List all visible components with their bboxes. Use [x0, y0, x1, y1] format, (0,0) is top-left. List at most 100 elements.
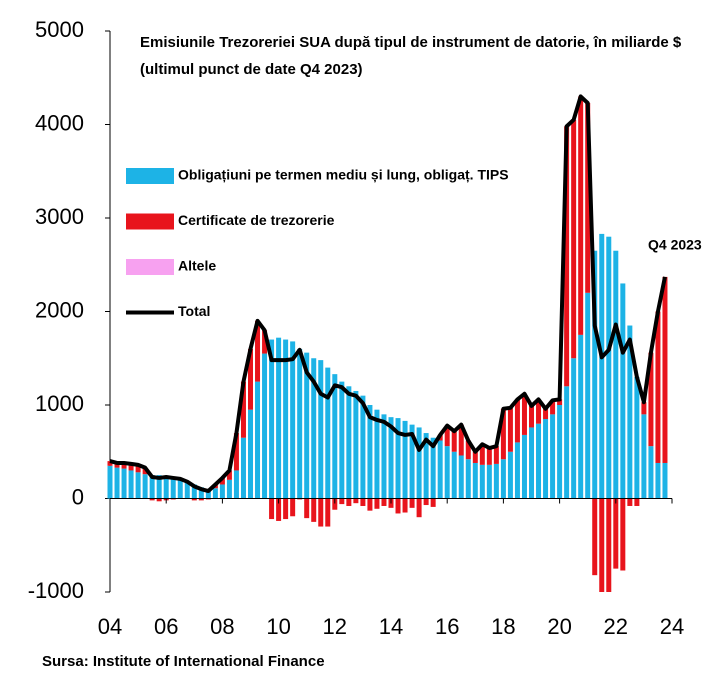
bar	[514, 399, 520, 443]
bar	[367, 405, 373, 499]
bar	[135, 464, 141, 473]
bar	[641, 414, 647, 499]
bar	[458, 424, 464, 456]
annotation: Q4 2023	[648, 237, 702, 253]
bar	[423, 433, 429, 499]
bar	[655, 462, 661, 499]
bar	[578, 96, 584, 335]
bar	[592, 498, 598, 576]
bar	[128, 463, 134, 471]
bar	[634, 498, 640, 506]
bar	[507, 451, 513, 499]
bar	[578, 334, 584, 499]
bar	[500, 408, 506, 460]
bar	[367, 498, 373, 511]
bar	[416, 498, 422, 518]
bar	[564, 126, 570, 387]
y-tick-label: 5000	[35, 17, 84, 42]
bar	[374, 498, 380, 509]
bar	[641, 402, 647, 415]
bar	[451, 451, 457, 499]
bar	[240, 381, 246, 438]
bar	[269, 498, 275, 520]
legend-label: Altele	[178, 258, 216, 274]
bar	[550, 414, 556, 499]
bar	[437, 440, 443, 499]
bar	[269, 339, 275, 499]
bar	[627, 498, 633, 506]
x-tick-label: 18	[491, 614, 515, 639]
x-tick-label: 06	[154, 614, 178, 639]
bar	[233, 433, 239, 471]
bar	[606, 498, 612, 592]
bar	[493, 463, 499, 499]
bar	[283, 498, 289, 520]
bar	[311, 358, 317, 499]
bar	[198, 498, 204, 501]
bar	[655, 311, 661, 463]
bar	[409, 424, 415, 499]
bar	[142, 474, 148, 499]
y-tick-label: 1000	[35, 391, 84, 416]
bar	[599, 233, 605, 499]
bar	[599, 498, 605, 592]
bar	[198, 487, 204, 499]
bar	[191, 484, 197, 499]
chart-title: Emisiunile Trezoreriei SUA după tipul de…	[140, 34, 682, 78]
bar	[219, 477, 225, 485]
bar	[177, 478, 183, 499]
legend-label: Total	[178, 303, 210, 319]
bar	[262, 330, 268, 354]
bar	[219, 484, 225, 499]
bar	[571, 358, 577, 499]
bar	[458, 455, 464, 499]
bar	[409, 498, 415, 508]
x-tick-label: 14	[379, 614, 403, 639]
bar	[395, 498, 401, 514]
bar	[500, 459, 506, 499]
x-tick-label: 24	[660, 614, 684, 639]
x-tick-label: 12	[323, 614, 347, 639]
bar	[402, 498, 408, 513]
bar	[121, 462, 127, 469]
bar	[184, 481, 190, 499]
bar	[550, 400, 556, 415]
bar	[276, 498, 282, 521]
x-tick-label: 10	[266, 614, 290, 639]
bar	[521, 393, 527, 435]
bar	[283, 339, 289, 499]
bar	[353, 498, 359, 504]
bar	[479, 464, 485, 499]
bar	[304, 498, 310, 519]
bar	[543, 419, 549, 499]
bar	[585, 292, 591, 499]
bar	[276, 337, 282, 499]
bar	[388, 417, 394, 499]
bar	[290, 341, 296, 499]
bar	[332, 498, 338, 510]
bar	[472, 451, 478, 463]
bar	[255, 320, 261, 382]
bar	[430, 437, 436, 499]
x-tick-label: 04	[98, 614, 122, 639]
bar	[606, 236, 612, 499]
bar	[332, 374, 338, 499]
bar	[339, 381, 345, 499]
total-line	[109, 94, 667, 494]
y-tick-label: 4000	[35, 110, 84, 135]
bar	[514, 442, 520, 499]
bar	[226, 470, 232, 480]
bar	[290, 498, 296, 517]
bar	[128, 470, 134, 499]
bar	[613, 250, 619, 499]
bar	[325, 367, 331, 499]
bar	[248, 348, 253, 410]
bar	[135, 472, 141, 499]
bar	[156, 498, 162, 502]
bar	[240, 437, 246, 499]
bar	[121, 468, 127, 499]
bar	[479, 444, 485, 465]
bar	[507, 407, 513, 452]
bar	[536, 423, 542, 499]
